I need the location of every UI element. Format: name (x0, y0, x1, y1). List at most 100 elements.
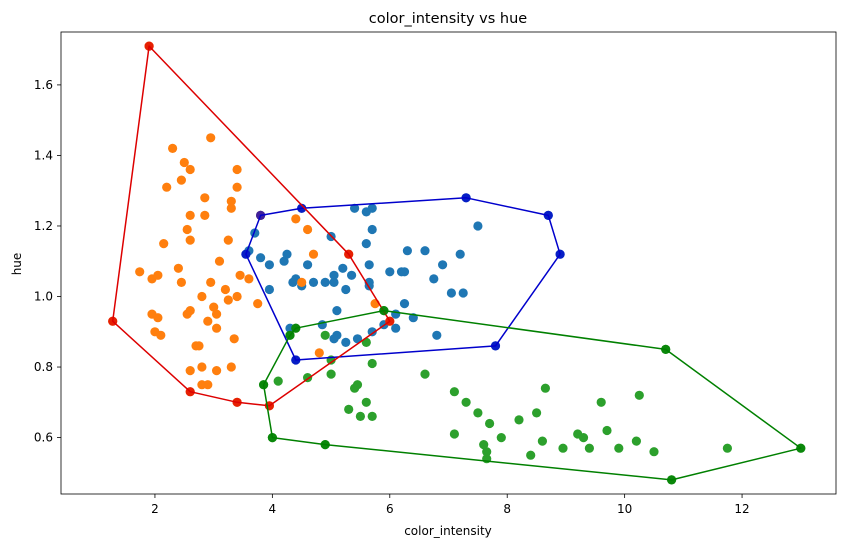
data-point (197, 291, 207, 302)
data-point (185, 164, 195, 175)
series-2-hull-line (111, 45, 391, 407)
data-point (220, 284, 230, 295)
data-point (206, 277, 216, 287)
data-point (314, 348, 324, 358)
x-tick-label: 12 (734, 502, 749, 516)
data-point (347, 270, 357, 280)
data-point (226, 196, 236, 206)
y-tick-label: 0.8 (34, 360, 53, 374)
data-point (206, 133, 216, 143)
data-point (461, 397, 471, 407)
hull-vertex (256, 210, 266, 220)
data-point (226, 362, 236, 372)
data-point (273, 376, 283, 386)
data-point (212, 366, 222, 376)
hull-vertex (291, 323, 301, 333)
data-point (455, 249, 465, 259)
data-point (361, 239, 371, 249)
data-point (402, 246, 412, 256)
data-point (264, 284, 274, 295)
data-point (308, 277, 319, 287)
x-tick-label: 4 (269, 502, 277, 516)
data-point (232, 164, 242, 175)
data-point (200, 210, 210, 220)
data-point (614, 443, 624, 453)
data-point (329, 334, 339, 344)
data-point (458, 288, 468, 298)
data-point (420, 369, 430, 379)
data-point (235, 270, 245, 280)
x-axis-label: color_intensity (404, 524, 492, 538)
hull-vertex (144, 41, 154, 51)
data-point (232, 291, 242, 302)
data-point (297, 277, 307, 287)
data-point (279, 256, 289, 266)
data-point (153, 313, 163, 323)
data-point (229, 334, 239, 344)
data-point (473, 408, 483, 418)
data-point (634, 390, 644, 400)
hull-vertex (291, 355, 301, 365)
y-axis-label: hue (10, 253, 24, 276)
hull-vertex (796, 443, 806, 453)
hull-vertex (543, 210, 553, 220)
series-3-hull-vertices (259, 306, 806, 485)
data-point (168, 143, 178, 153)
y-tick-label: 1.0 (34, 290, 53, 304)
data-point (482, 447, 492, 457)
data-point (320, 277, 330, 287)
data-point (223, 295, 233, 305)
data-point (232, 182, 242, 192)
hull-vertex (320, 440, 330, 450)
data-point (176, 277, 186, 287)
data-point (367, 203, 377, 213)
data-point (399, 299, 410, 309)
data-point (194, 341, 204, 351)
data-point (514, 415, 524, 425)
y-tick-label: 0.6 (34, 431, 53, 445)
chart-title: color_intensity vs hue (369, 11, 528, 27)
data-point (540, 383, 551, 393)
data-point (420, 246, 430, 256)
hull-vertex (241, 249, 251, 259)
data-point (203, 316, 213, 326)
data-point (367, 327, 377, 337)
hull-vertex (661, 344, 671, 354)
data-point (303, 260, 313, 270)
data-point (429, 274, 439, 284)
hull-vertex (385, 316, 395, 326)
data-point (361, 397, 371, 407)
data-point (537, 436, 548, 446)
data-point (256, 253, 266, 263)
data-point (185, 210, 195, 220)
plot-area: 2 4 6 8 10 12 0.6 0.8 1.0 1.2 1.4 1.6 (34, 31, 837, 516)
data-point (485, 418, 495, 429)
y-tick-label: 1.2 (34, 219, 53, 233)
data-point (649, 447, 659, 457)
data-point (329, 270, 339, 280)
data-point (399, 267, 410, 277)
data-point (162, 182, 172, 192)
data-point (558, 443, 568, 453)
data-point (341, 284, 351, 295)
data-point (332, 306, 342, 316)
data-point (449, 387, 459, 397)
data-point (253, 299, 263, 309)
data-point (291, 214, 301, 224)
hull-vertex (285, 330, 295, 340)
data-point (526, 450, 536, 460)
data-point (446, 288, 456, 298)
data-point (153, 270, 163, 280)
x-tick-label: 8 (503, 502, 511, 516)
data-point (317, 320, 327, 330)
data-point (391, 309, 401, 319)
data-point (159, 239, 169, 249)
data-point (449, 429, 459, 439)
data-point (602, 425, 612, 436)
data-point (303, 224, 313, 235)
series-2-points (108, 41, 395, 411)
data-point (584, 443, 595, 453)
hull-vertex (297, 203, 307, 213)
